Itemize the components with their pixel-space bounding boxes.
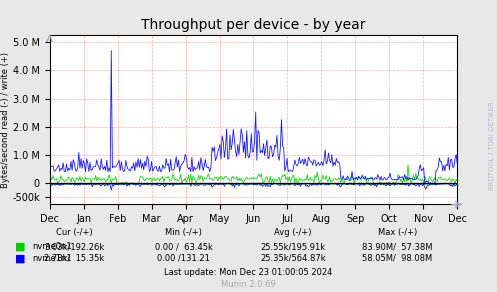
- Text: 83.90M/  57.38M: 83.90M/ 57.38M: [362, 242, 433, 251]
- Text: 25.35k/564.87k: 25.35k/564.87k: [260, 254, 326, 263]
- Text: RRDTOOL / TOBI OETIKER: RRDTOOL / TOBI OETIKER: [489, 102, 495, 190]
- Text: 58.05M/  98.08M: 58.05M/ 98.08M: [362, 254, 433, 263]
- Text: ■: ■: [15, 242, 25, 252]
- Text: Max (-/+): Max (-/+): [378, 228, 417, 237]
- Text: ■: ■: [15, 253, 25, 263]
- Text: Avg (-/+): Avg (-/+): [274, 228, 312, 237]
- Text: 3.03k/192.26k: 3.03k/192.26k: [44, 242, 105, 251]
- Title: Throughput per device - by year: Throughput per device - by year: [141, 18, 366, 32]
- Text: 2.78k/  15.35k: 2.78k/ 15.35k: [44, 254, 105, 263]
- Text: 0.00 /131.21: 0.00 /131.21: [158, 254, 210, 263]
- Y-axis label: Bytes/second read (-) / write (+): Bytes/second read (-) / write (+): [0, 52, 9, 188]
- Text: Min (-/+): Min (-/+): [166, 228, 202, 237]
- Text: nvme0n1: nvme0n1: [32, 242, 72, 251]
- Text: nvme1n1: nvme1n1: [32, 254, 72, 263]
- Text: 0.00 /  63.45k: 0.00 / 63.45k: [155, 242, 213, 251]
- Text: Munin 2.0.69: Munin 2.0.69: [221, 280, 276, 289]
- Text: Cur (-/+): Cur (-/+): [56, 228, 93, 237]
- Text: 25.55k/195.91k: 25.55k/195.91k: [260, 242, 326, 251]
- Text: Last update: Mon Dec 23 01:00:05 2024: Last update: Mon Dec 23 01:00:05 2024: [165, 268, 332, 277]
